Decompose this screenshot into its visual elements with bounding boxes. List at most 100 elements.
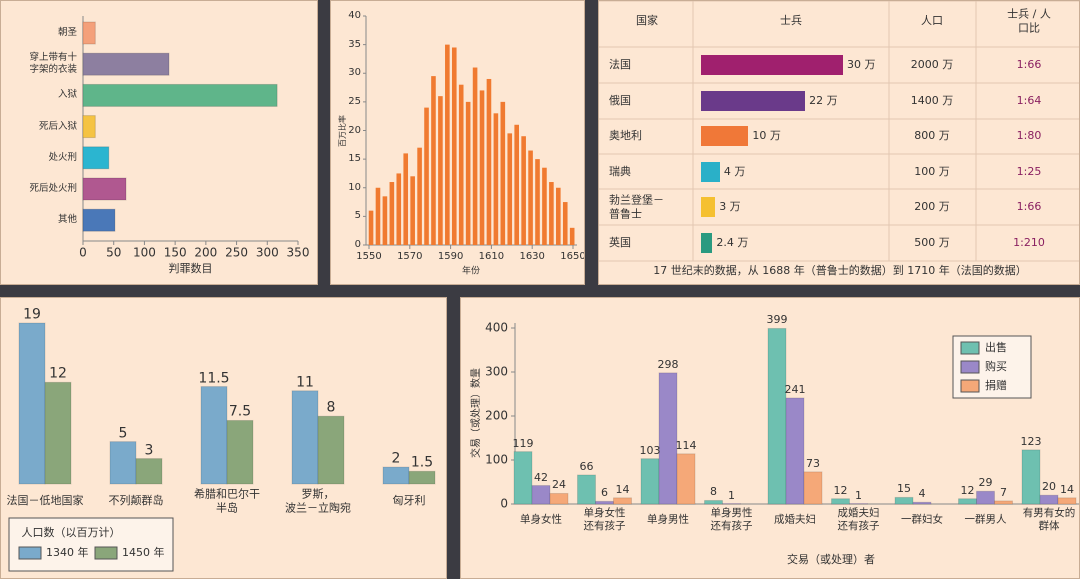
ratio: 1:80 bbox=[1016, 129, 1042, 143]
bar bbox=[82, 21, 96, 45]
bar bbox=[542, 167, 547, 245]
bar bbox=[291, 390, 319, 485]
bar bbox=[514, 124, 519, 245]
value-label: 14 bbox=[1060, 482, 1074, 496]
bar bbox=[82, 177, 127, 201]
country: 英国 bbox=[609, 236, 631, 250]
x-tick-label: 希腊和巴尔干 半岛 bbox=[194, 487, 260, 514]
y-tick-label: 200 bbox=[485, 408, 508, 423]
bar bbox=[701, 90, 806, 111]
value-label: 7.5 bbox=[228, 403, 252, 420]
bar bbox=[562, 202, 568, 245]
value-label: 5 bbox=[118, 424, 128, 441]
legend-label: 出售 bbox=[985, 341, 1007, 355]
legend-swatch bbox=[960, 379, 980, 393]
bar bbox=[701, 197, 716, 218]
bar bbox=[109, 441, 137, 485]
x-tick-label: 法国－低地国家 bbox=[6, 494, 84, 508]
bar bbox=[613, 497, 632, 505]
y-tick-label: 15 bbox=[348, 152, 361, 164]
bar bbox=[408, 470, 436, 485]
country: 奥地利 bbox=[609, 129, 642, 143]
value-label: 119 bbox=[512, 436, 534, 450]
bar bbox=[894, 496, 914, 505]
x-tick-label: 250 bbox=[225, 245, 249, 260]
bar bbox=[226, 419, 254, 485]
x-tick-label: 100 bbox=[132, 245, 156, 260]
bar bbox=[375, 187, 381, 245]
value-label: 103 bbox=[639, 443, 661, 457]
legend-label: 捐赠 bbox=[985, 379, 1007, 393]
value-label: 66 bbox=[579, 460, 594, 474]
value-label: 10 万 bbox=[752, 129, 781, 143]
y-tick-label: 0 bbox=[500, 496, 508, 511]
bar bbox=[701, 233, 713, 253]
population: 800 万 bbox=[914, 129, 950, 143]
value-label: 8 bbox=[326, 399, 336, 416]
value-label: 73 bbox=[806, 457, 820, 470]
bar bbox=[658, 372, 678, 505]
y-tick-label: 入狱 bbox=[57, 89, 77, 101]
bar bbox=[500, 101, 506, 245]
y-tick-label: 300 bbox=[485, 364, 508, 379]
bar bbox=[513, 451, 533, 505]
bar bbox=[535, 159, 540, 245]
panel: 朝圣 穿上带有十 字架的衣装 入狱 死后入狱 处火刑 死后处火刑 其他 0 50 100 150 20… bbox=[0, 0, 318, 285]
bar bbox=[958, 498, 977, 505]
bar bbox=[701, 161, 720, 182]
x-tick-label: 1590 bbox=[437, 250, 464, 262]
x-tick-label: 匈牙利 bbox=[392, 494, 426, 508]
legend-swatch bbox=[960, 360, 980, 374]
bar bbox=[803, 471, 823, 505]
bar bbox=[1057, 497, 1077, 505]
value-label: 12 bbox=[49, 365, 67, 382]
value-label: 8 bbox=[710, 485, 717, 499]
panel-graphic bbox=[82, 16, 299, 245]
bar bbox=[458, 84, 464, 245]
value-label: 24 bbox=[552, 478, 566, 492]
bar bbox=[486, 78, 492, 245]
bar bbox=[396, 173, 402, 245]
legend-box bbox=[8, 517, 174, 572]
x-tick-label: 有男有女的 群体 bbox=[1022, 506, 1076, 532]
value-label: 2 bbox=[391, 450, 401, 467]
bar bbox=[465, 101, 471, 245]
ratio: 1:66 bbox=[1016, 58, 1042, 72]
value-label: 11 bbox=[296, 374, 314, 391]
x-tick-label: 成婚夫妇 还有孩子 bbox=[837, 506, 880, 532]
value-label: 42 bbox=[534, 470, 548, 484]
x-tick-label: 300 bbox=[255, 245, 279, 260]
x-tick-label: 1650 bbox=[560, 250, 585, 262]
bar bbox=[912, 501, 932, 505]
x-tick-label: 0 bbox=[79, 245, 87, 260]
value-label: 3 bbox=[144, 441, 154, 458]
ratio: 1:66 bbox=[1016, 200, 1042, 214]
y-tick-label: 死后入狱 bbox=[38, 120, 77, 132]
legend-label: 购买 bbox=[985, 360, 1007, 374]
y-tick-label: 0 bbox=[354, 238, 361, 250]
panel: 0 100 200 300 400 交易（或处理）数量 交易（或处理）者 单身女性 119 42 2… bbox=[460, 297, 1080, 579]
bar bbox=[82, 115, 96, 139]
x-axis-label: 判罪数目 bbox=[168, 262, 213, 276]
bar bbox=[767, 327, 787, 505]
value-label: 298 bbox=[657, 358, 679, 371]
y-tick-label: 死后处火刑 bbox=[29, 183, 77, 195]
bar bbox=[528, 150, 533, 245]
value-label: 4 bbox=[918, 487, 926, 501]
value-label: 241 bbox=[784, 383, 806, 397]
bar bbox=[595, 500, 614, 505]
bar bbox=[472, 67, 478, 246]
value-label: 12 bbox=[833, 483, 848, 497]
x-tick-label: 1630 bbox=[519, 250, 545, 262]
bar bbox=[493, 113, 499, 245]
bar bbox=[445, 44, 450, 245]
value-label: 20 bbox=[1042, 480, 1056, 494]
value-label: 29 bbox=[978, 476, 993, 490]
x-tick-label: 50 bbox=[106, 245, 122, 260]
value-label: 12 bbox=[960, 483, 975, 497]
x-tick-label: 单身女性 bbox=[520, 513, 562, 526]
x-tick-label: 单身男性 bbox=[647, 513, 689, 526]
y-tick-label: 25 bbox=[348, 95, 361, 107]
panel-graphic bbox=[8, 322, 436, 572]
bar bbox=[382, 466, 410, 485]
